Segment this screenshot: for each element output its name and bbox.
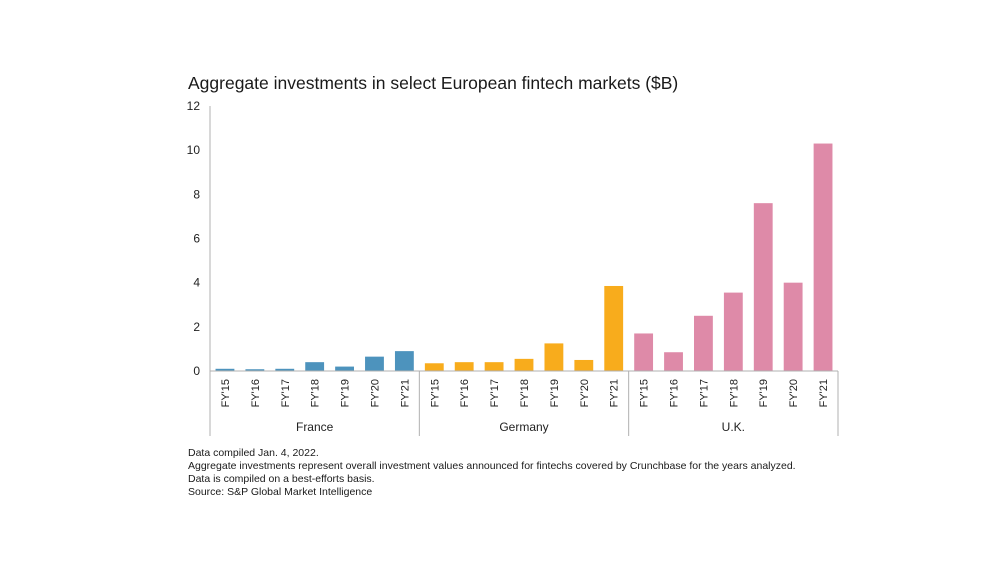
y-tick-label: 4 [193, 276, 200, 290]
x-tick-label: FY'17 [489, 379, 501, 407]
y-tick-label: 10 [187, 143, 201, 157]
x-tick-label: FY'16 [459, 379, 471, 407]
x-tick-label: FY'20 [369, 379, 381, 407]
x-axis: FY'15 FY'16 FY'17 FY'18 FY'19 FY'20 FY'21 Franc… [209, 370, 839, 436]
x-tick-label: FY'18 [728, 379, 740, 407]
bar [245, 369, 265, 371]
note-definition: Aggregate investments represent overall … [188, 460, 796, 472]
y-tick-label: 0 [193, 364, 200, 378]
x-tick-label: FY'15 [639, 379, 651, 407]
chart-notes: Data compiled Jan. 4, 2022. Aggregate in… [188, 447, 796, 499]
bar [723, 292, 743, 371]
x-tick-label: FY'19 [340, 379, 352, 407]
x-tick-label: FY'16 [250, 379, 262, 407]
x-tick-label: FY'15 [220, 379, 232, 407]
group-label: Germany [499, 420, 548, 434]
x-tick-label: FY'19 [758, 379, 770, 407]
note-compiled-date: Data compiled Jan. 4, 2022. [188, 447, 319, 459]
y-tick-label: 8 [193, 187, 200, 201]
y-axis: 0 2 4 6 8 10 12 [187, 99, 211, 378]
x-tick-label: FY'15 [429, 379, 441, 407]
bar [514, 358, 534, 371]
bar [394, 351, 414, 371]
bar [783, 282, 803, 371]
y-tick-label: 2 [193, 320, 200, 334]
x-tick-label: FY'21 [399, 379, 411, 407]
bar [335, 366, 354, 371]
bar [694, 315, 713, 371]
x-tick-label: FY'19 [549, 379, 561, 407]
bar [544, 343, 564, 371]
x-tick-label: FY'16 [669, 379, 681, 407]
bar [634, 333, 654, 371]
x-tick-label: FY'17 [280, 379, 292, 407]
note-source: Source: S&P Global Market Intelligence [188, 486, 373, 498]
y-tick-label: 6 [193, 232, 200, 246]
bar [753, 203, 773, 371]
y-tick-label: 12 [187, 99, 201, 113]
group-label: France [296, 420, 334, 434]
x-tick-label: FY'21 [818, 379, 830, 407]
bar [454, 362, 474, 371]
bar [574, 359, 594, 371]
bar [365, 356, 384, 371]
bar [305, 362, 325, 371]
x-tick-label: FY'17 [698, 379, 710, 407]
x-tick-label: FY'18 [519, 379, 531, 407]
bar [813, 143, 833, 371]
x-tick-label: FY'18 [310, 379, 322, 407]
group-label: U.K. [722, 420, 745, 434]
x-tick-label: FY'21 [609, 379, 621, 407]
bar [484, 362, 504, 371]
x-tick-label: FY'20 [788, 379, 800, 407]
bar [604, 285, 624, 371]
bar [215, 368, 235, 371]
bar [275, 368, 295, 371]
bars [215, 143, 833, 371]
x-tick-label: FY'20 [579, 379, 591, 407]
bar [424, 363, 444, 371]
note-best-efforts: Data is compiled on a best-efforts basis… [188, 473, 375, 485]
chart-title: Aggregate investments in select European… [188, 73, 679, 93]
bar [664, 352, 683, 371]
